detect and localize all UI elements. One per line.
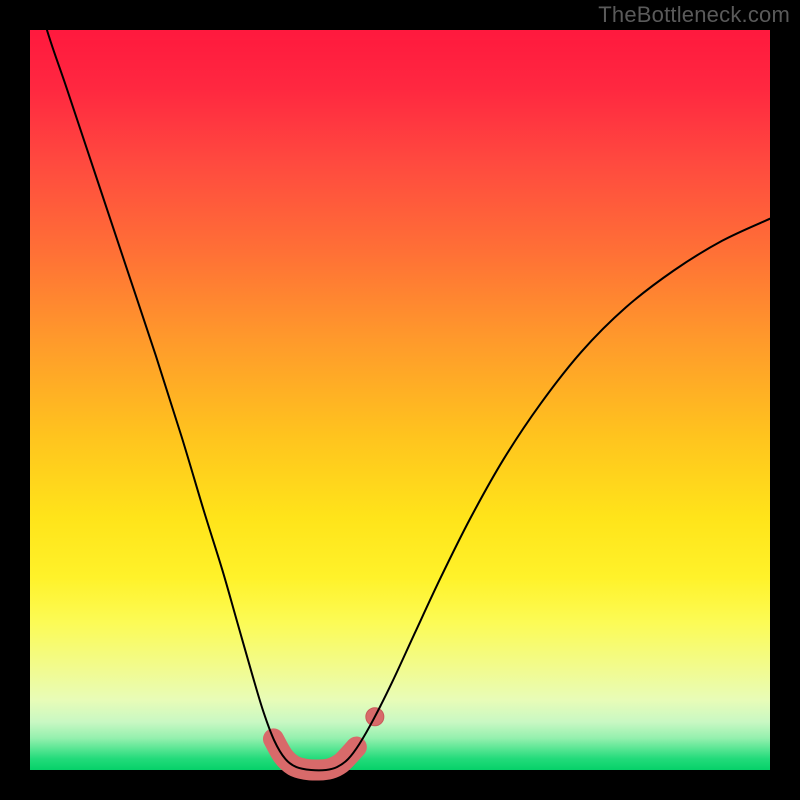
chart-stage: TheBottleneck.com bbox=[0, 0, 800, 800]
watermark-text: TheBottleneck.com bbox=[598, 2, 790, 28]
bottleneck-curve bbox=[30, 0, 770, 770]
chart-overlay-svg bbox=[0, 0, 800, 800]
bead-segment bbox=[273, 739, 356, 770]
